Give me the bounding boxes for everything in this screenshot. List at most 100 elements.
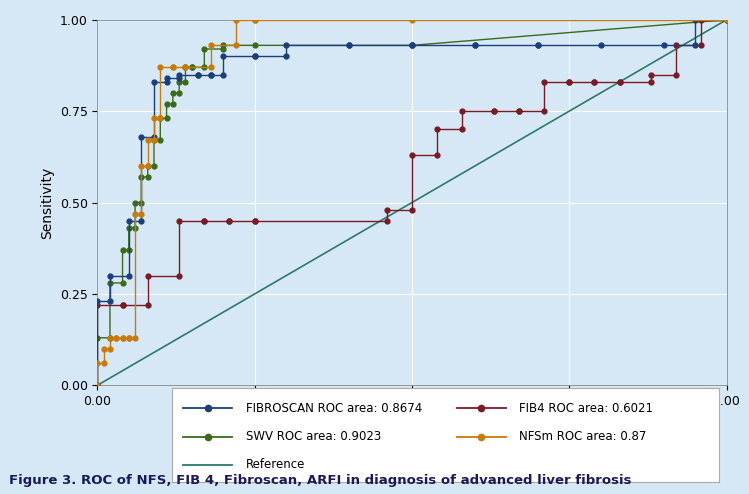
Text: Reference: Reference (246, 458, 306, 471)
FIB4 ROC area: 0.6021: (0.17, 0.45): 0.6021: (0.17, 0.45) (200, 218, 209, 224)
SWV ROC area: 0.9023: (0.12, 0.77): 0.9023: (0.12, 0.77) (169, 101, 178, 107)
NFSm ROC area: 0.87: (0.1, 0.87): 0.87: (0.1, 0.87) (156, 64, 165, 70)
Text: SWV ROC area: 0.9023: SWV ROC area: 0.9023 (246, 430, 381, 443)
FIB4 ROC area: 0.6021: (0.25, 0.45): 0.6021: (0.25, 0.45) (250, 218, 259, 224)
NFSm ROC area: 0.87: (0.12, 0.87): 0.87: (0.12, 0.87) (169, 64, 178, 70)
NFSm ROC area: 0.87: (0, 0): 0.87: (0, 0) (93, 382, 102, 388)
NFSm ROC area: 0.87: (1, 1): 0.87: (1, 1) (722, 17, 731, 23)
FIBROSCAN ROC area: 0.8674: (0, 0.23): 0.8674: (0, 0.23) (93, 298, 102, 304)
FIB4 ROC area: 0.6021: (0.92, 0.85): 0.6021: (0.92, 0.85) (672, 72, 681, 78)
NFSm ROC area: 0.87: (0.04, 0.13): 0.87: (0.04, 0.13) (118, 335, 127, 341)
FIB4 ROC area: 0.6021: (0.25, 0.45): 0.6021: (0.25, 0.45) (250, 218, 259, 224)
SWV ROC area: 0.9023: (0.17, 0.92): 0.9023: (0.17, 0.92) (200, 46, 209, 52)
NFSm ROC area: 0.87: (0.02, 0.13): 0.87: (0.02, 0.13) (106, 335, 115, 341)
FIBROSCAN ROC area: 0.8674: (0.02, 0.3): 0.8674: (0.02, 0.3) (106, 273, 115, 279)
Line: FIBROSCAN ROC area: 0.8674: FIBROSCAN ROC area: 0.8674 (95, 17, 729, 388)
FIBROSCAN ROC area: 0.8674: (0.95, 0.93): 0.8674: (0.95, 0.93) (691, 42, 700, 48)
Y-axis label: Sensitivity: Sensitivity (40, 166, 54, 239)
Line: NFSm ROC area: 0.87: NFSm ROC area: 0.87 (95, 17, 729, 388)
FIB4 ROC area: 0.6021: (0.46, 0.48): 0.6021: (0.46, 0.48) (382, 207, 391, 213)
FIB4 ROC area: 0.6021: (0.83, 0.83): 0.6021: (0.83, 0.83) (615, 79, 624, 85)
SWV ROC area: 0.9023: (0.08, 0.57): 0.9023: (0.08, 0.57) (143, 174, 152, 180)
FIB4 ROC area: 0.6021: (0.13, 0.3): 0.6021: (0.13, 0.3) (175, 273, 184, 279)
FIB4 ROC area: 0.6021: (0.04, 0.22): 0.6021: (0.04, 0.22) (118, 302, 127, 308)
FIBROSCAN ROC area: 0.8674: (0.3, 0.9): 0.8674: (0.3, 0.9) (282, 53, 291, 59)
SWV ROC area: 0.9023: (0.09, 0.67): 0.9023: (0.09, 0.67) (150, 137, 159, 143)
NFSm ROC area: 0.87: (0.25, 1): 0.87: (0.25, 1) (250, 17, 259, 23)
Line: SWV ROC area: 0.9023: SWV ROC area: 0.9023 (95, 17, 729, 388)
NFSm ROC area: 0.87: (0.07, 0.6): 0.87: (0.07, 0.6) (137, 163, 146, 169)
SWV ROC area: 0.9023: (1, 1): 0.9023: (1, 1) (722, 17, 731, 23)
NFSm ROC area: 0.87: (0.09, 0.67): 0.87: (0.09, 0.67) (150, 137, 159, 143)
SWV ROC area: 0.9023: (0.09, 0.6): 0.9023: (0.09, 0.6) (150, 163, 159, 169)
FIBROSCAN ROC area: 0.8674: (0.09, 0.68): 0.8674: (0.09, 0.68) (150, 134, 159, 140)
NFSm ROC area: 0.87: (0.09, 0.73): 0.87: (0.09, 0.73) (150, 116, 159, 122)
FIB4 ROC area: 0.6021: (0.17, 0.45): 0.6021: (0.17, 0.45) (200, 218, 209, 224)
FIB4 ROC area: 0.6021: (0, 0): 0.6021: (0, 0) (93, 382, 102, 388)
SWV ROC area: 0.9023: (0.04, 0.28): 0.9023: (0.04, 0.28) (118, 280, 127, 286)
SWV ROC area: 0.9023: (0.17, 0.87): 0.9023: (0.17, 0.87) (200, 64, 209, 70)
FIBROSCAN ROC area: 0.8674: (0.11, 0.84): 0.8674: (0.11, 0.84) (162, 75, 171, 81)
FIBROSCAN ROC area: 0.8674: (0.11, 0.83): 0.8674: (0.11, 0.83) (162, 79, 171, 85)
FIB4 ROC area: 0.6021: (1, 1): 0.6021: (1, 1) (722, 17, 731, 23)
FIBROSCAN ROC area: 0.8674: (0.2, 0.85): 0.8674: (0.2, 0.85) (219, 72, 228, 78)
FIBROSCAN ROC area: 0.8674: (0.5, 0.93): 0.8674: (0.5, 0.93) (407, 42, 416, 48)
Text: FIBROSCAN ROC area: 0.8674: FIBROSCAN ROC area: 0.8674 (246, 402, 422, 415)
SWV ROC area: 0.9023: (0.06, 0.5): 0.9023: (0.06, 0.5) (130, 200, 139, 206)
SWV ROC area: 0.9023: (0.05, 0.37): 0.9023: (0.05, 0.37) (124, 247, 133, 253)
X-axis label: 1-Specificity: 1-Specificity (369, 413, 455, 428)
Text: Figure 3. ROC of NFS, FIB 4, Fibroscan, ARFI in diagnosis of advanced liver fibr: Figure 3. ROC of NFS, FIB 4, Fibroscan, … (9, 474, 631, 487)
SWV ROC area: 0.9023: (0.04, 0.37): 0.9023: (0.04, 0.37) (118, 247, 127, 253)
SWV ROC area: 0.9023: (0.1, 0.73): 0.9023: (0.1, 0.73) (156, 116, 165, 122)
SWV ROC area: 0.9023: (0.06, 0.43): 0.9023: (0.06, 0.43) (130, 225, 139, 231)
FIB4 ROC area: 0.6021: (0.79, 0.83): 0.6021: (0.79, 0.83) (590, 79, 599, 85)
FIBROSCAN ROC area: 0.8674: (0.05, 0.3): 0.8674: (0.05, 0.3) (124, 273, 133, 279)
NFSm ROC area: 0.87: (0.22, 0.93): 0.87: (0.22, 0.93) (231, 42, 240, 48)
FIBROSCAN ROC area: 0.8674: (0.18, 0.85): 0.8674: (0.18, 0.85) (206, 72, 215, 78)
FIB4 ROC area: 0.6021: (0.08, 0.22): 0.6021: (0.08, 0.22) (143, 302, 152, 308)
FIB4 ROC area: 0.6021: (0.13, 0.45): 0.6021: (0.13, 0.45) (175, 218, 184, 224)
FIB4 ROC area: 0.6021: (0.75, 0.83): 0.6021: (0.75, 0.83) (565, 79, 574, 85)
NFSm ROC area: 0.87: (0.14, 0.87): 0.87: (0.14, 0.87) (181, 64, 190, 70)
NFSm ROC area: 0.87: (0.5, 1): 0.87: (0.5, 1) (407, 17, 416, 23)
NFSm ROC area: 0.87: (0.01, 0.06): 0.87: (0.01, 0.06) (99, 361, 108, 367)
FIB4 ROC area: 0.6021: (0.5, 0.48): 0.6021: (0.5, 0.48) (407, 207, 416, 213)
FIB4 ROC area: 0.6021: (0.88, 0.83): 0.6021: (0.88, 0.83) (646, 79, 655, 85)
SWV ROC area: 0.9023: (0.07, 0.5): 0.9023: (0.07, 0.5) (137, 200, 146, 206)
NFSm ROC area: 0.87: (0.05, 0.13): 0.87: (0.05, 0.13) (124, 335, 133, 341)
FIBROSCAN ROC area: 0.8674: (0.2, 0.9): 0.8674: (0.2, 0.9) (219, 53, 228, 59)
FIBROSCAN ROC area: 0.8674: (0.95, 1): 0.8674: (0.95, 1) (691, 17, 700, 23)
NFSm ROC area: 0.87: (0.04, 0.13): 0.87: (0.04, 0.13) (118, 335, 127, 341)
FIB4 ROC area: 0.6021: (0.75, 0.83): 0.6021: (0.75, 0.83) (565, 79, 574, 85)
NFSm ROC area: 0.87: (0.18, 0.87): 0.87: (0.18, 0.87) (206, 64, 215, 70)
SWV ROC area: 0.9023: (0.25, 0.93): 0.9023: (0.25, 0.93) (250, 42, 259, 48)
NFSm ROC area: 0.87: (0.06, 0.47): 0.87: (0.06, 0.47) (130, 210, 139, 216)
FIB4 ROC area: 0.6021: (0.88, 0.85): 0.6021: (0.88, 0.85) (646, 72, 655, 78)
FIBROSCAN ROC area: 0.8674: (0.6, 0.93): 0.8674: (0.6, 0.93) (470, 42, 479, 48)
SWV ROC area: 0.9023: (0.11, 0.77): 0.9023: (0.11, 0.77) (162, 101, 171, 107)
FIB4 ROC area: 0.6021: (0.79, 0.83): 0.6021: (0.79, 0.83) (590, 79, 599, 85)
FIBROSCAN ROC area: 0.8674: (0.7, 0.93): 0.8674: (0.7, 0.93) (533, 42, 542, 48)
NFSm ROC area: 0.87: (0.07, 0.47): 0.87: (0.07, 0.47) (137, 210, 146, 216)
FIBROSCAN ROC area: 0.8674: (0.05, 0.45): 0.8674: (0.05, 0.45) (124, 218, 133, 224)
SWV ROC area: 0.9023: (0.13, 0.83): 0.9023: (0.13, 0.83) (175, 79, 184, 85)
FIB4 ROC area: 0.6021: (0.54, 0.63): 0.6021: (0.54, 0.63) (433, 152, 442, 158)
FIBROSCAN ROC area: 0.8674: (0.8, 0.93): 0.8674: (0.8, 0.93) (596, 42, 605, 48)
FIBROSCAN ROC area: 0.8674: (0, 0): 0.8674: (0, 0) (93, 382, 102, 388)
FIB4 ROC area: 0.6021: (0, 0.22): 0.6021: (0, 0.22) (93, 302, 102, 308)
FIBROSCAN ROC area: 0.8674: (0.5, 0.93): 0.8674: (0.5, 0.93) (407, 42, 416, 48)
Line: FIB4 ROC area: 0.6021: FIB4 ROC area: 0.6021 (95, 17, 729, 388)
FIB4 ROC area: 0.6021: (0.67, 0.75): 0.6021: (0.67, 0.75) (515, 108, 524, 114)
SWV ROC area: 0.9023: (0.14, 0.87): 0.9023: (0.14, 0.87) (181, 64, 190, 70)
SWV ROC area: 0.9023: (0.13, 0.8): 0.9023: (0.13, 0.8) (175, 90, 184, 96)
SWV ROC area: 0.9023: (0.05, 0.43): 0.9023: (0.05, 0.43) (124, 225, 133, 231)
NFSm ROC area: 0.87: (0.12, 0.87): 0.87: (0.12, 0.87) (169, 64, 178, 70)
Text: NFSm ROC area: 0.87: NFSm ROC area: 0.87 (520, 430, 647, 443)
FIB4 ROC area: 0.6021: (0.54, 0.7): 0.6021: (0.54, 0.7) (433, 126, 442, 132)
FIB4 ROC area: 0.6021: (0.21, 0.45): 0.6021: (0.21, 0.45) (225, 218, 234, 224)
NFSm ROC area: 0.87: (0.03, 0.13): 0.87: (0.03, 0.13) (112, 335, 121, 341)
SWV ROC area: 0.9023: (0.2, 0.92): 0.9023: (0.2, 0.92) (219, 46, 228, 52)
FIBROSCAN ROC area: 0.8674: (0.13, 0.85): 0.8674: (0.13, 0.85) (175, 72, 184, 78)
FIBROSCAN ROC area: 0.8674: (0.18, 0.85): 0.8674: (0.18, 0.85) (206, 72, 215, 78)
NFSm ROC area: 0.87: (0.03, 0.13): 0.87: (0.03, 0.13) (112, 335, 121, 341)
